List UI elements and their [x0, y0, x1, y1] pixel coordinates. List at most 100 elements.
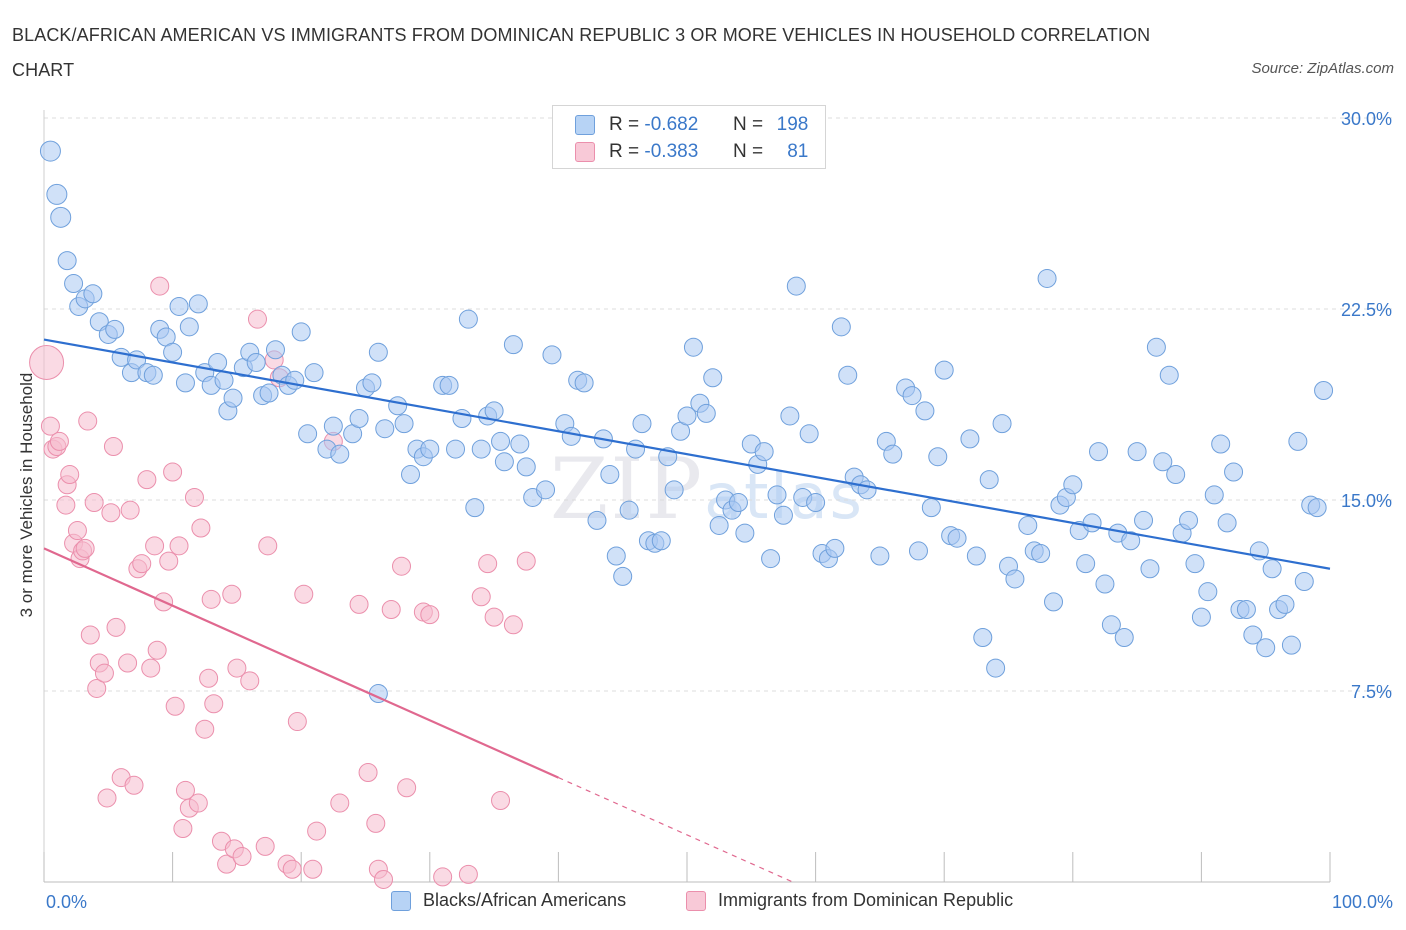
point-black — [561, 426, 581, 446]
point-black — [767, 485, 787, 505]
point-black — [388, 396, 408, 416]
point-dominican — [137, 470, 157, 490]
bottom-legend-label: Immigrants from Dominican Republic — [718, 890, 1014, 910]
point-dominican — [120, 500, 140, 520]
gridlines — [44, 117, 1392, 692]
point-black — [966, 546, 986, 566]
point-dominican — [103, 437, 123, 457]
point-black — [1262, 559, 1282, 579]
point-black — [1314, 380, 1334, 400]
source-label: Source: ZipAtlas.com — [1251, 60, 1394, 77]
point-black — [494, 452, 514, 472]
point-black — [1121, 531, 1141, 551]
point-black — [857, 480, 877, 500]
point-black — [838, 365, 858, 385]
point-dominican — [141, 658, 161, 678]
point-black — [1294, 571, 1314, 591]
point-dominican — [392, 556, 412, 576]
y-tick-label: 22.5% — [1341, 300, 1392, 320]
point-black — [1101, 615, 1121, 635]
point-dominican — [199, 668, 219, 688]
point-dominican — [358, 762, 378, 782]
point-dominican — [258, 536, 278, 556]
point-black — [143, 365, 163, 385]
point-black — [600, 465, 620, 485]
point-dominican — [173, 819, 193, 839]
point-black — [683, 337, 703, 357]
point-dominican — [78, 411, 98, 431]
point-dominican — [247, 309, 267, 329]
point-black — [516, 457, 536, 477]
point-black — [50, 206, 72, 228]
point-dominican — [222, 584, 242, 604]
point-dominican — [516, 551, 536, 571]
point-black — [1307, 498, 1327, 518]
point-black — [986, 658, 1006, 678]
point-black — [883, 444, 903, 464]
point-dominican — [159, 551, 179, 571]
bottom-swatch-pink — [686, 890, 706, 911]
point-black — [1211, 434, 1231, 454]
point-dominican — [374, 869, 394, 889]
point-black — [285, 370, 305, 390]
point-black — [1217, 513, 1237, 533]
point-black — [960, 429, 980, 449]
point-black — [786, 276, 806, 296]
legend-r-label: R = — [609, 141, 640, 162]
point-black — [1179, 510, 1199, 530]
point-dominican — [184, 487, 204, 507]
legend-n-label: N = — [732, 141, 764, 162]
point-black — [651, 531, 671, 551]
point-dominican — [84, 493, 104, 513]
point-dominican — [147, 640, 167, 660]
series-black-points — [39, 140, 1334, 704]
trend-lines — [43, 338, 1331, 883]
point-dominican — [124, 775, 144, 795]
trend-line-black — [43, 338, 1331, 570]
point-dominican — [188, 793, 208, 813]
point-dominican — [204, 694, 224, 714]
legend-row-blacks: R = -0.682 N = 198 — [575, 112, 808, 138]
point-black — [46, 183, 68, 205]
legend-n-label: N = — [732, 114, 764, 135]
point-black — [83, 284, 103, 304]
legend-n-value: 198 — [776, 114, 809, 135]
y-tick-label: 15.0% — [1341, 491, 1392, 511]
point-black — [754, 442, 774, 462]
point-black — [471, 439, 491, 459]
point-black — [368, 342, 388, 362]
point-black — [39, 140, 61, 162]
legend-r-label: R = — [609, 114, 640, 135]
point-black — [1281, 635, 1301, 655]
point-dominican — [67, 521, 87, 541]
point-black — [921, 498, 941, 518]
point-dominican — [420, 605, 440, 625]
point-dominican — [433, 867, 453, 887]
point-dominican — [282, 859, 302, 879]
point-black — [1256, 638, 1276, 658]
point-black — [259, 383, 279, 403]
point-black — [1095, 574, 1115, 594]
point-black — [439, 375, 459, 395]
bottom-legend-label: Blacks/African Americans — [423, 890, 627, 910]
point-dominican — [97, 788, 117, 808]
point-black — [735, 523, 755, 543]
x-tick-label: 0.0% — [46, 892, 87, 912]
point-black — [1082, 513, 1102, 533]
point-black — [105, 319, 125, 339]
point-black — [179, 317, 199, 337]
point-black — [323, 416, 343, 436]
point-dominican — [397, 778, 417, 798]
point-dominican — [303, 859, 323, 879]
legend-row-dominican: R = -0.383 N = 81 — [575, 139, 808, 165]
point-dominican — [349, 594, 369, 614]
point-black — [362, 373, 382, 393]
legend-r-value: -0.383 — [644, 141, 699, 162]
point-black — [1076, 554, 1096, 574]
point-black — [992, 414, 1012, 434]
point-dominican — [294, 584, 314, 604]
point-black — [458, 309, 478, 329]
point-black — [401, 465, 421, 485]
point-dominican — [191, 518, 211, 538]
